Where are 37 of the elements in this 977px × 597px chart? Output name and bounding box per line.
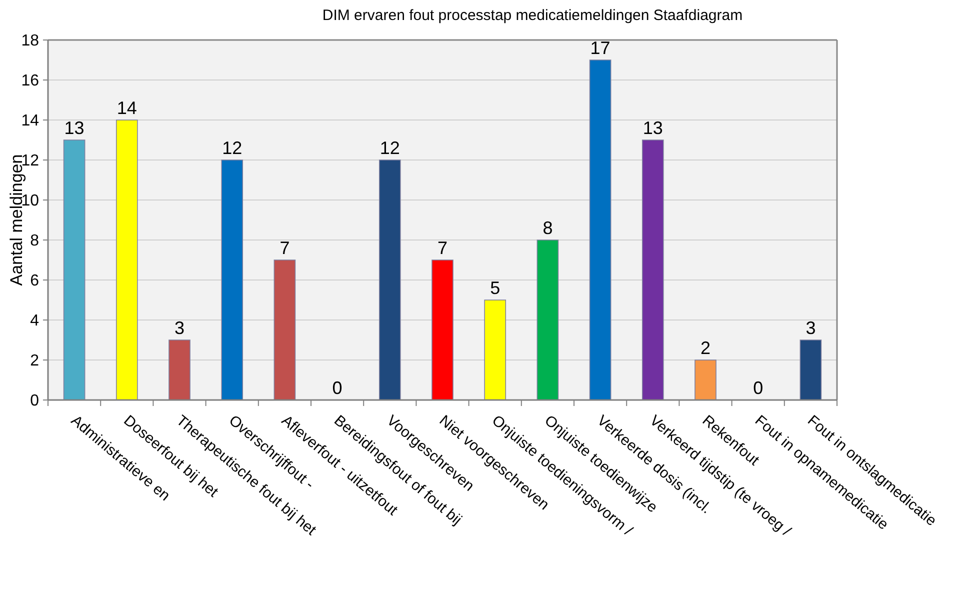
data-label: 13: [64, 118, 84, 138]
y-tick-label: 0: [30, 392, 40, 410]
data-label: 0: [332, 378, 342, 398]
y-tick-label: 4: [30, 312, 40, 330]
bar: [116, 120, 138, 400]
data-label: 7: [280, 238, 290, 258]
bar: [536, 240, 559, 400]
bar: [63, 140, 86, 400]
y-tick-label: 18: [21, 32, 40, 50]
bar: [642, 140, 664, 400]
chart-title: DIM ervaren fout processtap medicatiemeldingen Staafdiagram: [322, 7, 743, 24]
data-label: 3: [806, 318, 816, 338]
bar: [378, 160, 401, 400]
data-label: 12: [222, 138, 242, 158]
data-label: 7: [437, 238, 448, 258]
bar: [274, 260, 296, 400]
data-label: 0: [753, 378, 764, 398]
y-tick-label: 16: [21, 72, 40, 90]
y-tick-label: 2: [30, 352, 40, 370]
y-tick-label: 6: [30, 272, 40, 290]
bar: [221, 160, 244, 400]
data-label: 5: [490, 278, 500, 298]
bar: [168, 340, 190, 400]
data-label: 17: [590, 38, 610, 58]
bar: [589, 60, 612, 400]
data-label: 12: [380, 138, 400, 158]
y-tick-label: 14: [21, 112, 40, 130]
bar: [694, 360, 716, 400]
bar: [484, 300, 506, 400]
bar: [800, 340, 822, 400]
y-tick-label: 8: [30, 232, 40, 250]
data-label: 13: [642, 118, 663, 138]
data-label: 2: [700, 338, 711, 358]
bar: [432, 260, 454, 400]
data-label: 3: [174, 318, 185, 338]
data-label: 8: [542, 218, 553, 238]
data-label: 14: [116, 98, 137, 118]
